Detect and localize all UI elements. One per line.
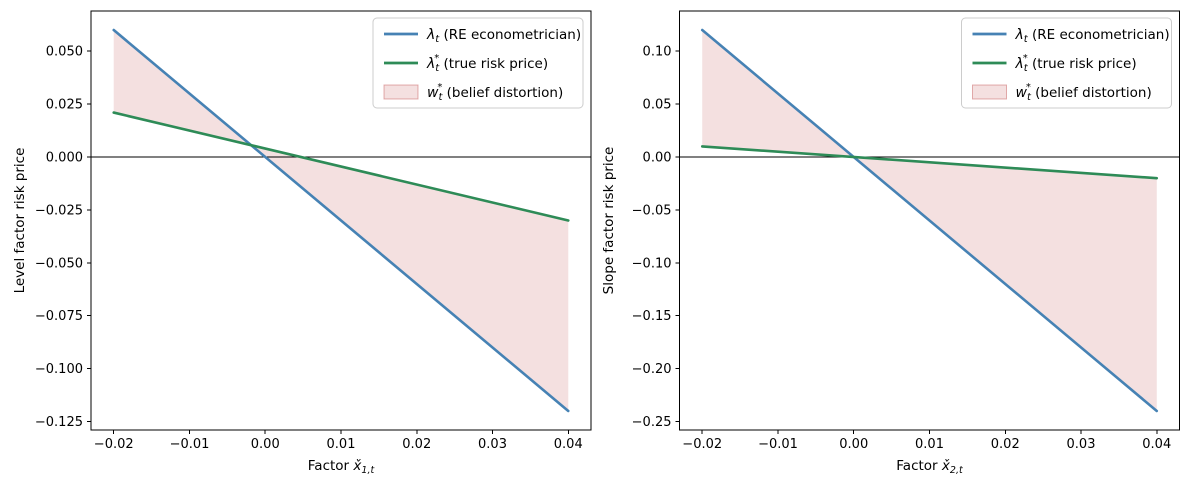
y-tick-label: 0.00 xyxy=(643,151,672,166)
y-tick-label: −0.10 xyxy=(632,256,672,271)
slope-factor-panel: −0.02 −0.01 0.00 0.01 0.02 0.03 0.04 0.10 0.05 0.… xyxy=(632,10,1180,476)
x-tick-label: −0.01 xyxy=(170,437,210,452)
legend: λt (RE econometrician) λt* (true risk pri… xyxy=(961,17,1172,109)
y-tick-label: −0.050 xyxy=(35,256,83,271)
x-tick-label: 0.01 xyxy=(327,437,356,452)
y-tick-label: −0.15 xyxy=(632,309,672,324)
x-tick-label: −0.02 xyxy=(94,437,134,452)
legend-box xyxy=(372,17,584,109)
x-tick-label: 0.02 xyxy=(991,437,1020,452)
series-lambda-RE-econometrician xyxy=(112,28,570,413)
legend-entry-re-econometrician: λt (RE econometrician) xyxy=(972,27,1170,45)
x-tick-label: −0.02 xyxy=(682,437,722,452)
y-tick-label: 0.10 xyxy=(643,45,672,60)
y-tick-label: −0.05 xyxy=(632,203,672,218)
tick-labels: −0.02 −0.01 0.00 0.01 0.02 0.03 0.04 0.050 0.025… xyxy=(35,45,583,452)
y-tick-label: 0.050 xyxy=(46,45,83,60)
x-tick-label: 0.04 xyxy=(554,437,583,452)
legend-entry-re-econometrician: λt (RE econometrician) xyxy=(384,27,581,45)
y-tick-label: 0.025 xyxy=(46,98,83,113)
legend-entry-label: wt* (belief distortion) xyxy=(1016,82,1152,103)
legend-entry-true-risk-price: λt* (true risk price) xyxy=(972,53,1137,74)
x-tick-label: −0.01 xyxy=(758,437,798,452)
tick-labels: −0.02 −0.01 0.00 0.01 0.02 0.03 0.04 0.10 0.05 0.… xyxy=(632,45,1172,452)
x-tick-label: 0.02 xyxy=(402,437,431,452)
legend-entry-label: λt* (true risk price) xyxy=(1015,53,1137,74)
level-factor-panel: −0.02 −0.01 0.00 0.01 0.02 0.03 0.04 0.050 0.025… xyxy=(35,10,592,476)
y-tick-label: 0.000 xyxy=(46,151,83,166)
legend-entry-true-risk-price: λt* (true risk price) xyxy=(384,53,548,74)
y-tick-label: 0.05 xyxy=(643,98,672,113)
legend-entry-belief-distortion: wt* (belief distortion) xyxy=(383,82,563,103)
x-tick-label: 0.00 xyxy=(839,437,868,452)
legend-entry-label: λt (RE econometrician) xyxy=(1015,27,1170,45)
x-tick-label: 0.04 xyxy=(1142,437,1171,452)
y-tick-label: −0.25 xyxy=(632,415,672,430)
legend-entry-label: λt* (true risk price) xyxy=(426,53,548,74)
series-lambda-true-risk-price xyxy=(700,145,1159,180)
y-tick-label: −0.100 xyxy=(35,362,83,377)
slope-x-axis-label: Factor x̌2,t xyxy=(896,458,964,476)
series-lambda-RE-econometrician xyxy=(700,28,1159,413)
level-y-axis-label: Level factor risk price xyxy=(12,147,28,294)
y-tick-label: −0.20 xyxy=(632,362,672,377)
level-x-axis-label: Factor x̌1,t xyxy=(308,458,376,476)
legend-patch-swatch xyxy=(972,84,1007,100)
y-tick-label: −0.075 xyxy=(35,309,83,324)
slope-y-axis-label: Slope factor risk price xyxy=(601,146,617,295)
legend-patch-swatch xyxy=(383,84,419,100)
x-tick-label: 0.03 xyxy=(478,437,507,452)
legend: λt (RE econometrician) λt* (true risk pri… xyxy=(372,17,584,109)
series-lambda-true-risk-price xyxy=(112,111,570,222)
legend-entry-belief-distortion: wt* (belief distortion) xyxy=(972,82,1152,103)
x-tick-label: 0.00 xyxy=(251,437,280,452)
legend-entry-label: λt (RE econometrician) xyxy=(426,27,581,45)
x-tick-label: 0.03 xyxy=(1067,437,1096,452)
legend-entry-label: wt* (belief distortion) xyxy=(427,82,563,103)
x-tick-label: 0.01 xyxy=(915,437,944,452)
y-tick-label: −0.025 xyxy=(35,203,83,218)
legend-box xyxy=(961,17,1172,109)
y-tick-label: −0.125 xyxy=(35,415,83,430)
